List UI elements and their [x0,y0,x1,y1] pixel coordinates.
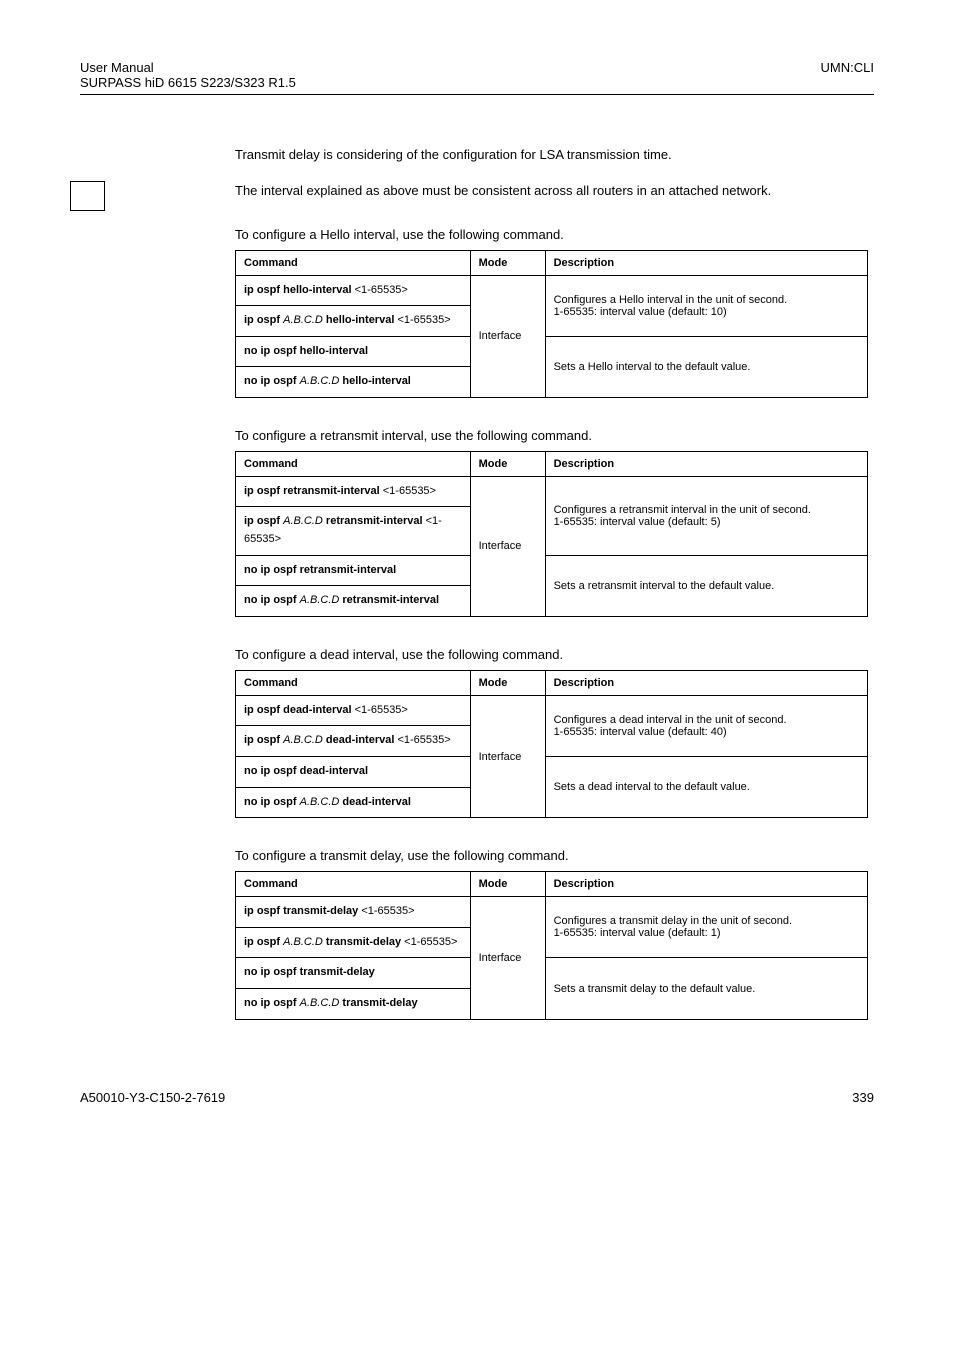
header-description: Description [545,451,867,476]
page-footer: A50010-Y3-C150-2-7619 339 [80,1090,874,1105]
header-left-line1: User Manual [80,60,296,75]
header-description: Description [545,250,867,275]
table-header-row: Command Mode Description [236,451,868,476]
cmd-cell: ip ospf A.B.C.D retransmit-interval <1-6… [236,507,471,555]
mode-cell: Interface [470,275,545,397]
desc-cell: Configures a transmit delay in the unit … [545,897,867,958]
cmd-text: no ip ospf [244,375,297,387]
cmd-cell: no ip ospf A.B.C.D transmit-delay [236,989,471,1020]
table-row: no ip ospf hello-interval Sets a Hello i… [236,336,868,367]
table-header-row: Command Mode Description [236,250,868,275]
desc-line1: Configures a Hello interval in the unit … [554,294,859,306]
cmd-text: ip ospf transmit-delay [244,905,358,917]
cmd-cell: ip ospf A.B.C.D dead-interval <1-65535> [236,726,471,757]
table-row: ip ospf retransmit-interval <1-65535> In… [236,476,868,507]
cmd-cell: ip ospf transmit-delay <1-65535> [236,897,471,928]
cmd-text: ip ospf retransmit-interval [244,485,380,497]
cmd-text: no ip ospf retransmit-interval [244,564,396,576]
cmd-cell: ip ospf dead-interval <1-65535> [236,695,471,726]
desc-cell: Sets a retransmit interval to the defaul… [545,555,867,616]
section4-intro: To configure a transmit delay, use the f… [235,848,874,863]
desc-cell: Sets a transmit delay to the default val… [545,958,867,1019]
note-row: The interval explained as above must be … [80,181,874,211]
header-command: Command [236,250,471,275]
cmd-text: no ip ospf [244,796,297,808]
cmd-text: ip ospf hello-interval [244,284,352,296]
header-mode: Mode [470,250,545,275]
section3-intro: To configure a dead interval, use the fo… [235,647,874,662]
cmd-text: no ip ospf [244,594,297,606]
header-mode: Mode [470,451,545,476]
cmd-text: no ip ospf dead-interval [244,765,368,777]
footer-right: 339 [852,1090,874,1105]
header-description: Description [545,670,867,695]
table-hello-interval: Command Mode Description ip ospf hello-i… [235,250,868,398]
table-row: ip ospf hello-interval <1-65535> Interfa… [236,275,868,306]
cmd-text: ip ospf dead-interval [244,704,352,716]
header-description: Description [545,872,867,897]
intro-text: Transmit delay is considering of the con… [235,145,874,165]
header-mode: Mode [470,872,545,897]
table-transmit-delay: Command Mode Description ip ospf transmi… [235,871,868,1019]
cmd-cell: ip ospf hello-interval <1-65535> [236,275,471,306]
desc-cell: Sets a dead interval to the default valu… [545,757,867,818]
cmd-text: ip ospf [244,515,280,527]
cmd-cell: no ip ospf retransmit-interval [236,555,471,586]
cmd-text: ip ospf [244,734,280,746]
cmd-cell: no ip ospf A.B.C.D dead-interval [236,787,471,818]
desc-line1: Configures a retransmit interval in the … [554,504,859,516]
header-right: UMN:CLI [821,60,874,90]
table-retransmit-interval: Command Mode Description ip ospf retrans… [235,451,868,617]
desc-line2: 1-65535: interval value (default: 10) [554,306,859,318]
header-mode: Mode [470,670,545,695]
desc-cell: Configures a dead interval in the unit o… [545,695,867,756]
table-row: no ip ospf retransmit-interval Sets a re… [236,555,868,586]
desc-line2: 1-65535: interval value (default: 1) [554,927,859,939]
cmd-cell: ip ospf A.B.C.D transmit-delay <1-65535> [236,927,471,958]
cmd-text: no ip ospf transmit-delay [244,966,375,978]
cmd-cell: no ip ospf dead-interval [236,757,471,788]
header-command: Command [236,670,471,695]
cmd-text: no ip ospf hello-interval [244,345,368,357]
desc-line1: Configures a dead interval in the unit o… [554,714,859,726]
note-text: The interval explained as above must be … [235,181,771,201]
table-header-row: Command Mode Description [236,670,868,695]
header-left-line2: SURPASS hiD 6615 S223/S323 R1.5 [80,75,296,90]
desc-cell: Configures a Hello interval in the unit … [545,275,867,336]
table-row: no ip ospf transmit-delay Sets a transmi… [236,958,868,989]
header-left: User Manual SURPASS hiD 6615 S223/S323 R… [80,60,296,90]
section1-intro: To configure a Hello interval, use the f… [235,227,874,242]
cmd-text: no ip ospf [244,997,297,1009]
table-header-row: Command Mode Description [236,872,868,897]
page-header: User Manual SURPASS hiD 6615 S223/S323 R… [80,60,874,95]
cmd-cell: no ip ospf A.B.C.D hello-interval [236,367,471,398]
cmd-cell: no ip ospf A.B.C.D retransmit-interval [236,586,471,617]
mode-cell: Interface [470,476,545,616]
header-command: Command [236,451,471,476]
mode-cell: Interface [470,897,545,1019]
cmd-text: ip ospf [244,314,280,326]
cmd-cell: ip ospf A.B.C.D hello-interval <1-65535> [236,306,471,337]
desc-cell: Sets a Hello interval to the default val… [545,336,867,397]
table-row: ip ospf transmit-delay <1-65535> Interfa… [236,897,868,928]
header-command: Command [236,872,471,897]
table-dead-interval: Command Mode Description ip ospf dead-in… [235,670,868,818]
cmd-cell: no ip ospf transmit-delay [236,958,471,989]
desc-line1: Configures a transmit delay in the unit … [554,915,859,927]
table-row: ip ospf dead-interval <1-65535> Interfac… [236,695,868,726]
table-row: no ip ospf dead-interval Sets a dead int… [236,757,868,788]
cmd-cell: ip ospf retransmit-interval <1-65535> [236,476,471,507]
cmd-cell: no ip ospf hello-interval [236,336,471,367]
cmd-text: ip ospf [244,936,280,948]
section2-intro: To configure a retransmit interval, use … [235,428,874,443]
desc-line2: 1-65535: interval value (default: 40) [554,726,859,738]
footer-left: A50010-Y3-C150-2-7619 [80,1090,225,1105]
desc-line2: 1-65535: interval value (default: 5) [554,516,859,528]
note-icon [70,181,105,211]
mode-cell: Interface [470,695,545,817]
desc-cell: Configures a retransmit interval in the … [545,476,867,555]
